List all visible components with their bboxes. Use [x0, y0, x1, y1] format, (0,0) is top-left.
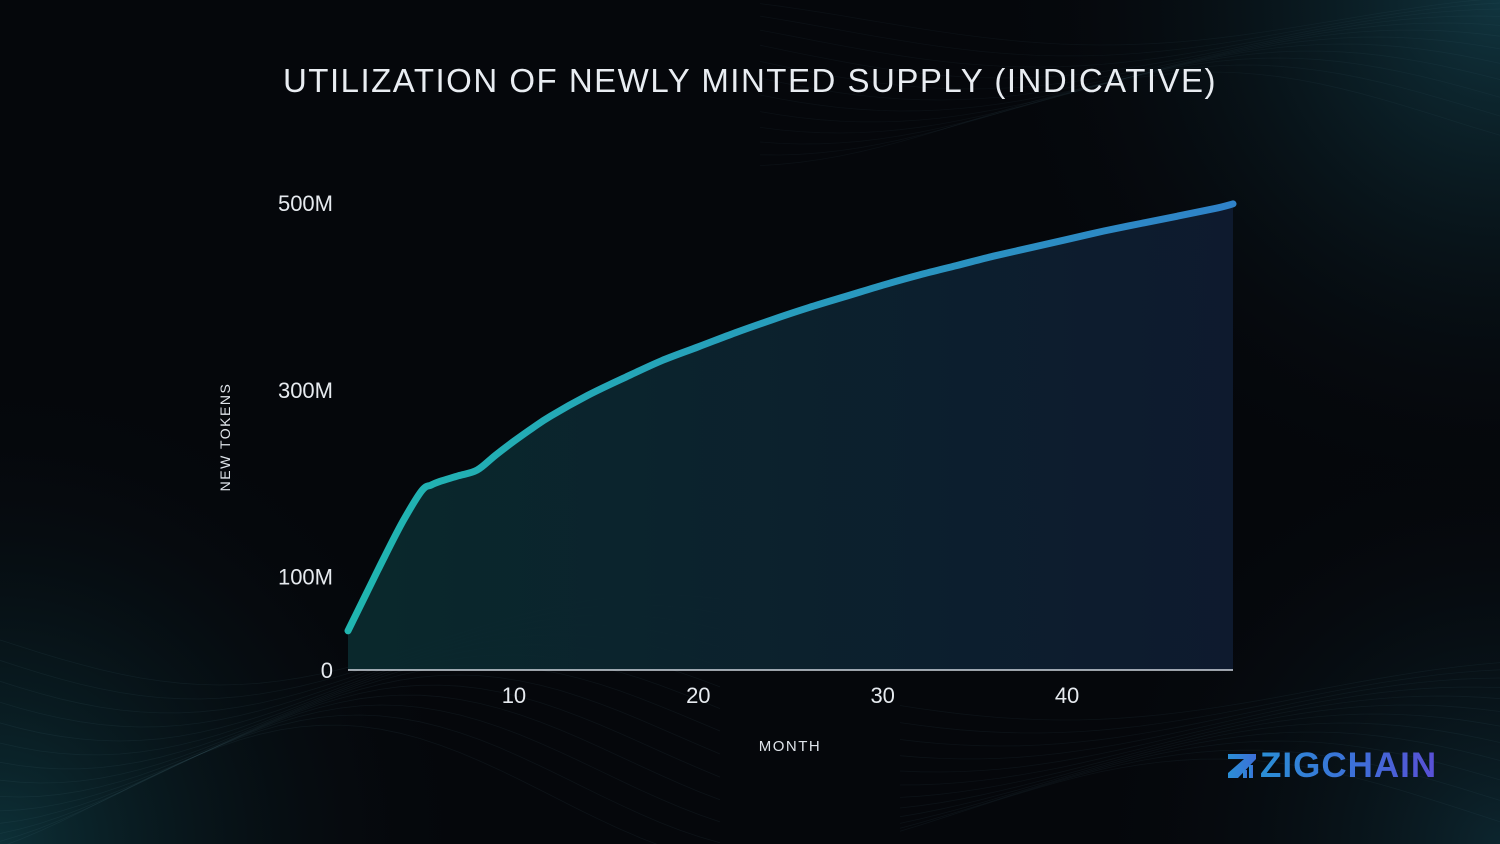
background-wave-line	[0, 704, 721, 834]
background-wave-line	[759, 0, 1483, 46]
x-tick-label: 20	[686, 683, 710, 708]
background-wave-line	[0, 664, 721, 784]
x-tick-label: 10	[502, 683, 526, 708]
x-tick-labels: 10 20 30 40	[502, 683, 1080, 708]
background-wave-line	[899, 722, 1500, 809]
background-wave-line	[759, 43, 1500, 123]
y-axis-label: NEW TOKENS	[217, 382, 233, 492]
background-wave-line	[759, 22, 1500, 90]
y-tick-labels: 0 100M 300M 500M	[278, 191, 333, 683]
background-wave-line	[899, 686, 1500, 760]
background-wave-line	[6, 724, 658, 844]
background-wave-line	[899, 662, 1500, 721]
background-wave-line	[899, 758, 1500, 832]
area-fill	[348, 203, 1233, 670]
background-wave-line	[899, 731, 1500, 818]
background-wave-line	[0, 684, 721, 812]
y-tick-label: 300M	[278, 378, 333, 403]
y-tick-label: 0	[321, 658, 333, 683]
x-tick-label: 30	[870, 683, 894, 708]
background-wave-line	[759, 2, 1500, 57]
y-tick-label: 100M	[278, 565, 333, 590]
x-tick-label: 40	[1055, 683, 1079, 708]
chart-title: UTILIZATION OF NEWLY MINTED SUPPLY (INDI…	[282, 62, 1218, 99]
background-wave-line	[899, 669, 1500, 734]
background-wave-line	[759, 8, 1500, 68]
background-wave-line	[759, 71, 1500, 166]
background-wave-line	[899, 713, 1500, 798]
background-wave-line	[0, 674, 721, 798]
zigchain-logo-text: ZIGCHAIN	[1260, 746, 1438, 785]
background-wave-line	[759, 50, 1500, 134]
background-wave-line	[759, 36, 1500, 112]
background-wave-line	[899, 740, 1500, 824]
background-wave-line	[0, 714, 721, 844]
background-wave-line	[759, 64, 1500, 156]
background-wave-line	[899, 695, 1500, 773]
background-wave-line	[899, 749, 1500, 829]
y-tick-label: 500M	[278, 191, 333, 216]
background-wave-line	[899, 704, 1500, 786]
background-wave-line	[759, 57, 1500, 145]
background-wave-line	[759, 15, 1500, 79]
zigchain-logo: ZIGCHAIN	[1226, 746, 1437, 786]
background-wave-line	[759, 29, 1500, 101]
background-wave-line	[899, 677, 1500, 747]
background-wave-line	[0, 694, 721, 824]
series-line	[344, 200, 1237, 635]
zigchain-logo-icon	[1228, 754, 1256, 778]
x-axis-label: MONTH	[758, 738, 822, 755]
